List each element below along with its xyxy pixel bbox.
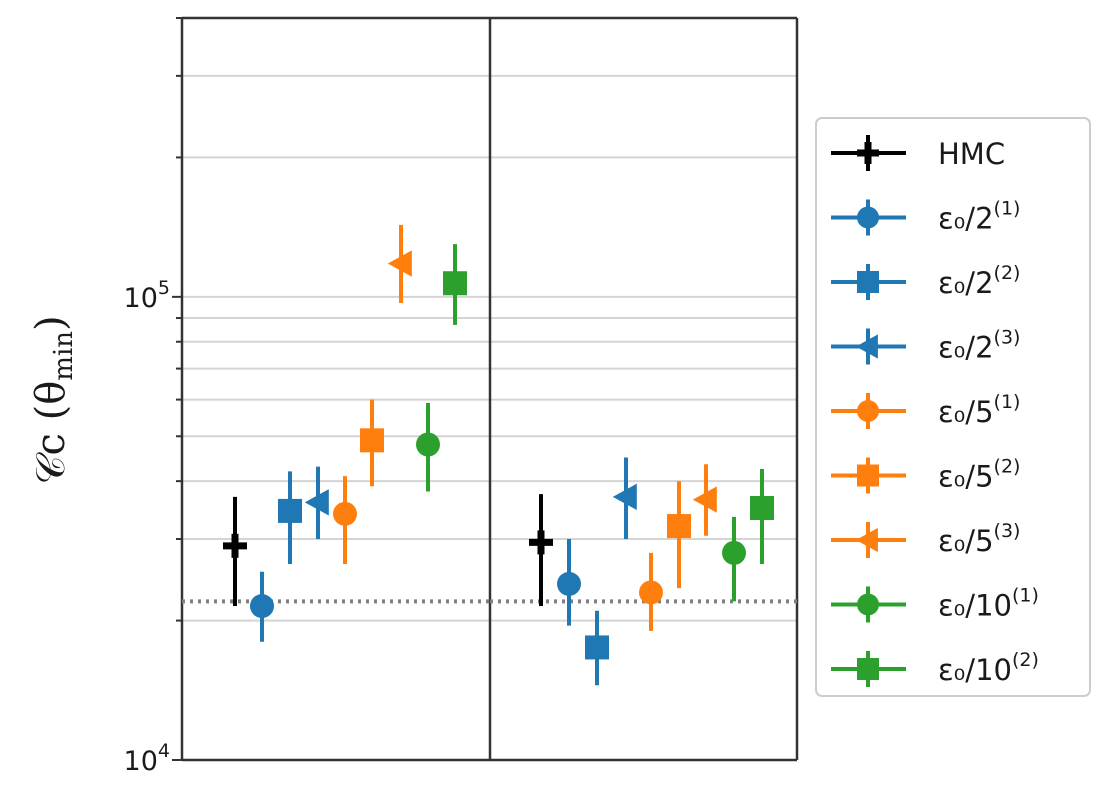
legend-entry-eps5_2: ε₀/5(2) [831,456,1020,494]
legend-entry-eps2_1: ε₀/2(1) [831,198,1020,236]
marker-circle [857,593,879,616]
data-point-right-eps10_1 [722,516,746,602]
legend-label: ε₀/2(2) [938,262,1020,300]
data-point-right-HMC [529,494,553,607]
marker-triangle [855,334,878,359]
y-tick-label: 105 [124,277,170,314]
legend-frame [815,117,1091,697]
legend-label: HMC [938,137,1005,171]
legend-label-main: ε₀/10 [938,653,1012,687]
data-marks [223,224,774,686]
marker-triangle [855,527,878,553]
marker-circle [333,501,357,526]
y-tick-base: 10 [124,283,158,314]
marker-circle [557,571,581,596]
legend-label-main: HMC [938,137,1005,171]
marker-circle [250,594,274,619]
data-point-right-eps2_2 [585,610,609,686]
data-point-right-eps2_3 [612,457,637,540]
legend-label-superscript: (1) [994,198,1021,220]
data-point-left-eps2_3 [304,466,329,540]
legend-label-main: ε₀/5 [938,395,994,429]
marker-square [585,635,609,660]
marker-triangle [612,483,637,511]
legend-entry-eps2_2: ε₀/2(2) [831,262,1020,300]
marker-triangle [692,486,717,513]
y-tick-exponent: 5 [158,277,170,299]
marker-square [857,464,879,487]
legend-label: ε₀/5(3) [938,520,1020,558]
y-axis-label: 𝒞c (θmin) [28,315,79,484]
legend-label-superscript: (2) [994,262,1021,284]
data-point-right-eps2_1 [557,539,581,626]
svg-text:𝒞c (θmin): 𝒞c (θmin) [28,315,79,484]
legend-label-superscript: (2) [994,456,1021,478]
marker-circle [416,432,440,457]
legend-label: ε₀/10(1) [938,585,1039,623]
y-tick-base: 10 [124,746,158,777]
data-point-right-eps5_2 [667,481,691,589]
data-point-left-eps5_2 [360,399,384,487]
legend-entry-eps5_3: ε₀/5(3) [831,520,1020,558]
marker-triangle [387,250,412,277]
marker-circle [857,206,879,229]
legend-label-superscript: (3) [994,327,1021,349]
legend-label-superscript: (1) [1012,585,1039,607]
marker-square [750,496,774,521]
data-point-left-eps5_1 [333,476,357,564]
y-tick-exponent: 4 [158,740,170,762]
legend-entry-HMC: HMC [831,135,1005,171]
marker-circle [639,580,663,605]
legend-entry-eps5_1: ε₀/5(1) [831,391,1020,429]
legend-label-main: ε₀/5 [938,524,994,558]
marker-square [360,428,384,453]
legend-label: ε₀/2(1) [938,198,1020,236]
data-point-left-eps10_2 [443,244,467,325]
legend-label: ε₀/10(2) [938,649,1039,687]
y-tick-label: 104 [124,740,170,777]
legend-label-main: ε₀/5 [938,460,994,494]
data-point-right-eps5_1 [639,552,663,631]
marker-circle [722,540,746,565]
y-axis-label-subscript: min [49,331,79,381]
legend-entry-eps10_2: ε₀/10(2) [831,649,1039,687]
legend-label-superscript: (3) [994,520,1021,542]
marker-square [667,514,691,539]
data-point-left-HMC [223,496,247,607]
legend: HMCε₀/2(1)ε₀/2(2)ε₀/2(3)ε₀/5(1)ε₀/5(2)ε₀… [815,117,1091,697]
legend-label: ε₀/2(3) [938,327,1020,365]
legend-label-superscript: (1) [994,391,1021,413]
marker-circle [857,400,879,422]
marker-triangle [304,489,329,516]
data-point-right-eps5_3 [692,464,717,536]
y-axis-label-main: 𝒞c (θ [28,381,74,485]
legend-label-main: ε₀/2 [938,202,994,236]
legend-label-main: ε₀/2 [938,266,994,300]
legend-label-main: ε₀/2 [938,331,994,365]
data-point-left-eps2_2 [278,471,302,564]
data-point-right-eps10_2 [750,468,774,564]
y-axis-label-close: ) [28,315,74,331]
data-point-left-eps2_1 [250,571,274,642]
marker-square [443,271,467,296]
legend-entry-eps10_1: ε₀/10(1) [831,585,1039,623]
legend-entry-eps2_3: ε₀/2(3) [831,327,1020,365]
legend-label-superscript: (2) [1012,649,1039,671]
legend-label: ε₀/5(1) [938,391,1020,429]
marker-square [857,658,879,680]
data-point-left-eps5_3 [387,224,412,303]
legend-label-main: ε₀/10 [938,589,1012,623]
marker-square [857,271,879,293]
marker-square [278,498,302,523]
data-point-left-eps10_1 [416,402,440,492]
legend-label: ε₀/5(2) [938,456,1020,494]
